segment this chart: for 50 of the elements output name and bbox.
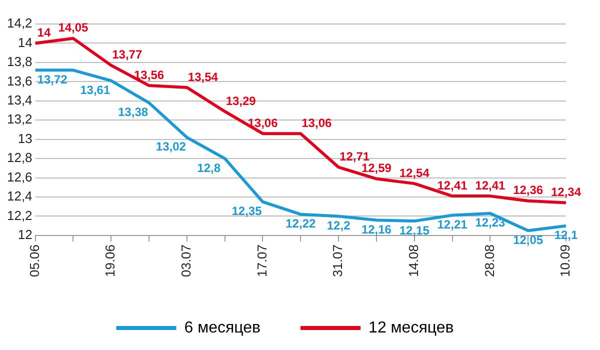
data-label: 14,05 xyxy=(58,20,89,35)
data-label: 13,06 xyxy=(248,116,278,130)
legend-label: 12 месяцев xyxy=(368,319,454,336)
data-label: 13,29 xyxy=(226,94,256,108)
x-tick-label: 19.06 xyxy=(102,244,118,278)
x-tick-label: 28.08 xyxy=(482,244,497,278)
x-tick-label: 17.07 xyxy=(254,244,270,278)
data-label: 12,41 xyxy=(437,178,468,192)
y-tick-label: 13 xyxy=(18,130,32,146)
data-label: 13,72 xyxy=(37,72,68,86)
y-tick-label: 13,6 xyxy=(6,73,32,88)
data-label: 13,02 xyxy=(156,140,186,154)
data-label: 12,2 xyxy=(326,218,351,233)
y-tick-label: 12,6 xyxy=(6,169,32,184)
data-label: 12,35 xyxy=(232,204,262,218)
y-tick-label: 13,2 xyxy=(6,112,32,127)
data-label: 12,16 xyxy=(361,222,392,236)
x-tick-label: 05.06 xyxy=(26,244,42,278)
y-tick-label: 12,4 xyxy=(6,188,32,204)
data-label: 13,54 xyxy=(188,70,218,84)
data-label: 12,34 xyxy=(550,185,582,200)
y-tick-label: 12 xyxy=(18,227,32,242)
data-label: 14 xyxy=(37,26,51,40)
x-tick-label: 31.07 xyxy=(330,244,346,278)
data-label: 12,22 xyxy=(286,216,316,231)
data-label: 13,06 xyxy=(302,116,332,130)
data-label: 13,61 xyxy=(80,83,110,98)
x-tick-label: 10.09 xyxy=(558,244,573,278)
data-label: 13,77 xyxy=(112,48,142,62)
y-tick-label: 12,8 xyxy=(6,150,32,166)
y-tick-label: 14 xyxy=(18,34,32,50)
data-label: 12,8 xyxy=(197,160,221,175)
data-label: 12,59 xyxy=(361,161,392,176)
x-tick-label: 14.08 xyxy=(406,244,421,278)
y-tick-label: 13,4 xyxy=(6,92,32,108)
data-label: 13,38 xyxy=(118,105,148,120)
data-label: 12,54 xyxy=(399,166,430,180)
data-label: 12,1 xyxy=(554,228,578,242)
legend-label: 6 месяцев xyxy=(184,319,261,336)
data-label: 12,71 xyxy=(340,150,370,164)
y-tick-label: 14,2 xyxy=(6,16,32,31)
data-label: 12,15 xyxy=(399,223,430,238)
y-tick-label: 13,8 xyxy=(6,54,32,70)
data-label: 13,56 xyxy=(134,68,164,82)
data-label: 12,05 xyxy=(513,232,544,247)
y-tick-label: 12,2 xyxy=(6,208,32,223)
data-label: 12,21 xyxy=(437,218,468,232)
data-label: 12,41 xyxy=(475,178,506,192)
data-label: 12,36 xyxy=(513,183,544,198)
x-tick-label: 03.07 xyxy=(178,244,194,278)
